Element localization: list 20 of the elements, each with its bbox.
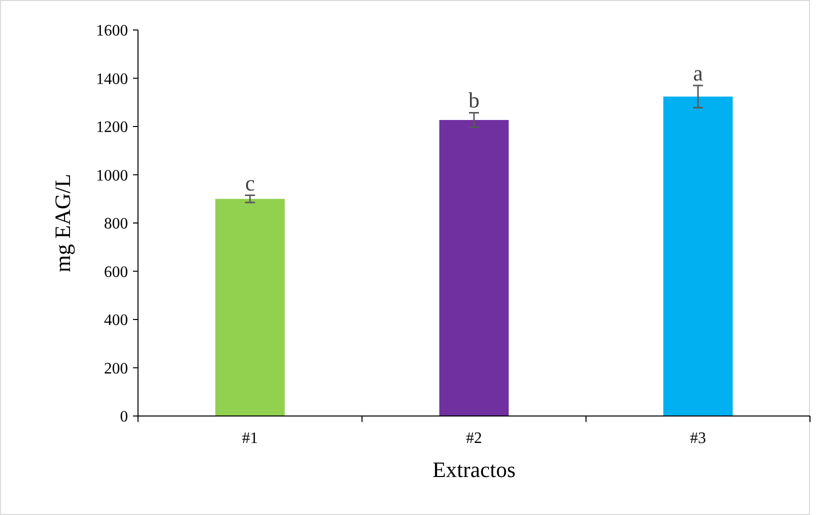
bar — [663, 96, 733, 416]
annotation: c — [245, 170, 256, 196]
annotation: b — [468, 88, 480, 113]
y-tick-label: 200 — [104, 360, 128, 378]
y-tick-label: 800 — [104, 216, 128, 233]
x-tick-label: #1 — [242, 430, 258, 447]
x-tick-label: #3 — [690, 430, 706, 447]
y-tick-label: 400 — [104, 312, 128, 330]
x-axis-title: Extractos — [432, 457, 516, 482]
y-tick-label: 0 — [120, 408, 128, 426]
bar — [215, 198, 285, 416]
y-axis-title: mg EAG/L — [50, 174, 75, 272]
annotation: a — [693, 60, 704, 86]
y-tick-label: 1200 — [96, 119, 128, 136]
y-tick-label: 1400 — [96, 70, 128, 88]
bar — [439, 120, 509, 416]
y-tick-label: 600 — [104, 264, 128, 281]
y-tick-label: 1000 — [96, 167, 128, 184]
x-tick-label: #2 — [466, 430, 482, 447]
y-tick-label: 1600 — [96, 22, 128, 40]
